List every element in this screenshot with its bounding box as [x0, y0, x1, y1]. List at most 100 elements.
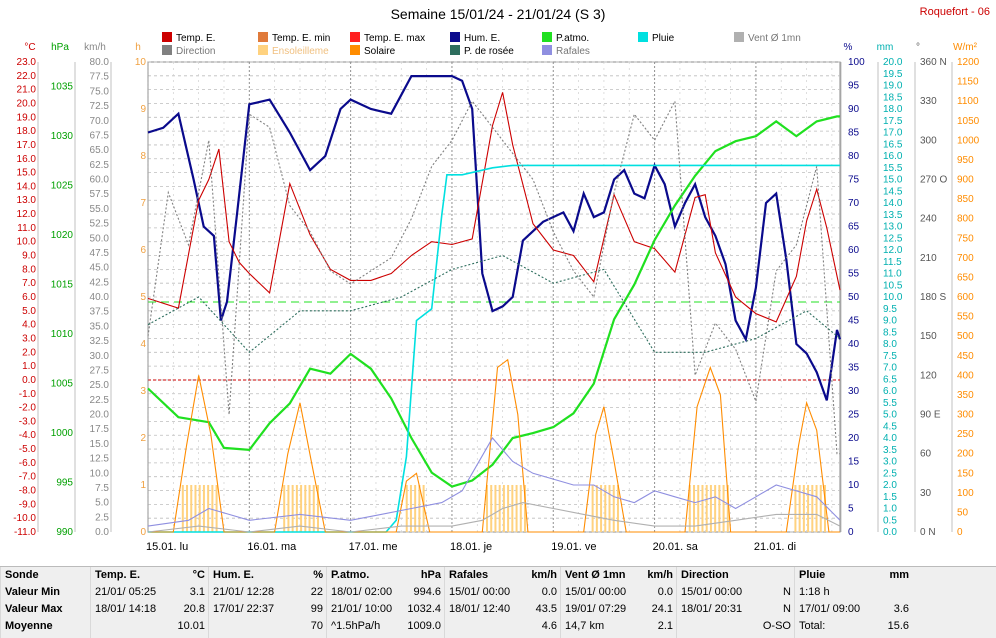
sunshine-bar — [811, 485, 814, 532]
tick-label-wind: 17.5 — [90, 424, 110, 435]
legend-label: Ensoleilleme — [272, 46, 329, 57]
legend-swatch — [450, 45, 460, 55]
tick-label-temp: 11.0 — [17, 223, 36, 234]
tick-label-hum: 30 — [848, 386, 860, 397]
sunshine-bar — [507, 485, 510, 532]
tick-label-sun: 7 — [140, 198, 146, 209]
tick-label-dir: 60 — [920, 449, 932, 460]
tick-label-rain: 11.5 — [883, 257, 902, 268]
tick-label-hum: 85 — [848, 128, 860, 139]
tick-label-solar: 350 — [957, 390, 974, 401]
summary-header: Pluie — [799, 569, 826, 581]
sunshine-bar — [198, 485, 201, 532]
tick-label-rain: 6.5 — [883, 374, 897, 385]
tick-label-rain: 7.0 — [883, 363, 897, 374]
tick-label-rain: 0.5 — [883, 515, 897, 526]
tick-label-wind: 70.0 — [90, 116, 110, 127]
tick-label-hum: 35 — [848, 363, 860, 374]
summary-row: 14,7 km 2.1 — [561, 618, 677, 635]
legend-swatch — [734, 32, 744, 42]
tick-label-rain: 18.0 — [883, 104, 903, 115]
tick-label-temp: 12.0 — [17, 209, 37, 220]
tick-label-temp: -3.0 — [19, 416, 37, 427]
summary-cell-value: O-SO — [762, 620, 791, 632]
tick-label-rain: 13.5 — [883, 210, 903, 221]
summary-row: Valeur Max — [1, 601, 91, 618]
tick-label-press: 1020 — [51, 230, 74, 241]
tick-label-rain: 0.0 — [883, 527, 897, 538]
legend-label: Direction — [176, 46, 216, 57]
legend-label: Rafales — [556, 46, 590, 57]
tick-label-hum: 5 — [848, 504, 854, 515]
summary-row: 18/01/ 12:40 43.5 — [445, 601, 561, 618]
summary-dir: Direction 15/01/ 00:00 N 18/01/ 20:31 N O-SO — [676, 567, 795, 638]
summary-cell-value: 3.6 — [893, 603, 909, 615]
x-tick-label: 18.01. je — [450, 541, 492, 553]
tick-label-rain: 12.0 — [883, 245, 903, 256]
tick-label-wind: 30.0 — [90, 351, 110, 362]
tick-label-rain: 17.5 — [883, 116, 903, 127]
summary-row: 1:18 h — [795, 584, 913, 601]
unit-label-press: hPa — [51, 42, 69, 53]
tick-label-temp: 7.0 — [22, 278, 36, 289]
tick-label-dir: 300 — [920, 135, 937, 146]
tick-label-rain: 2.0 — [883, 480, 897, 491]
tick-label-wind: 67.5 — [90, 130, 110, 141]
x-tick-label: 19.01. ve — [551, 541, 596, 553]
legend-swatch — [162, 45, 172, 55]
sunshine-bar — [524, 485, 527, 532]
sunshine-bar — [300, 485, 303, 532]
sunshine-bar — [608, 485, 611, 532]
legend-swatch — [162, 32, 172, 42]
summary-vent: Vent Ø 1mn km/h 15/01/ 00:00 0.0 19/01/ 07:2… — [560, 567, 677, 638]
summary-pluie: Pluie mm 1:18 h 17/01/ 09:00 3.6 Total: 15.6 — [794, 567, 913, 638]
summary-hum: Hum. E.% 21/01/ 12:28 22 17/01/ 22:37 99 70 — [208, 567, 327, 638]
station-name: Roquefort - 06 — [919, 6, 990, 18]
sunshine-bar — [190, 485, 193, 532]
legend-item: Pluie — [638, 32, 674, 44]
summary-row-label: Valeur Max — [5, 603, 63, 615]
chart-canvas: -11.0 -10.0 -9.0 -8.0 -7.0 -6.0 -5.0 -4.0 -3.0 -2… — [13, 42, 979, 553]
sunshine-bar — [807, 485, 810, 532]
summary-unit: hPa — [420, 569, 441, 581]
tick-label-sun: 6 — [140, 245, 146, 256]
legend-label: Vent Ø 1mn — [748, 33, 801, 44]
sunshine-bar — [287, 485, 290, 532]
unit-label-dir: ° — [916, 42, 920, 53]
sunshine-bar — [485, 485, 488, 532]
tick-label-wind: 55.0 — [90, 204, 110, 215]
tick-label-rain: 14.5 — [883, 186, 903, 197]
tick-label-dir: 360 N — [920, 57, 947, 68]
tick-label-solar: 500 — [957, 331, 974, 342]
tick-label-sun: 5 — [140, 292, 146, 303]
summary-cell-time: 17/01/ 09:00 — [799, 603, 861, 615]
sunshine-bar — [519, 485, 522, 532]
tick-label-hum: 15 — [848, 457, 860, 468]
summary-header: Vent Ø 1mn — [565, 569, 626, 581]
summary-row: Valeur Min — [1, 584, 91, 601]
tick-label-sun: 3 — [140, 386, 146, 397]
tick-label-wind: 52.5 — [90, 219, 110, 230]
tick-label-wind: 32.5 — [90, 336, 110, 347]
series-line-solaire — [148, 358, 840, 533]
tick-label-temp: 10.0 — [17, 237, 37, 248]
tick-label-solar: 600 — [957, 292, 974, 303]
tick-label-solar: 150 — [957, 468, 974, 479]
summary-cell-value: 3.1 — [189, 586, 205, 598]
tick-label-hum: 95 — [848, 81, 860, 92]
summary-cell-value: 0.0 — [541, 586, 557, 598]
tick-label-temp: 9.0 — [22, 251, 36, 262]
sunshine-bar — [693, 485, 696, 532]
tick-label-wind: 10.0 — [90, 468, 110, 479]
sunshine-bar — [612, 485, 615, 532]
tick-label-solar: 550 — [957, 312, 974, 323]
tick-label-wind: 35.0 — [90, 321, 110, 332]
sunshine-bar — [215, 485, 218, 532]
series-line-rafales — [147, 437, 841, 527]
tick-label-solar: 400 — [957, 370, 974, 381]
sunshine-bar — [511, 485, 514, 532]
tick-label-wind: 0.0 — [95, 527, 109, 538]
tick-label-press: 1025 — [51, 181, 74, 192]
sunshine-bar — [490, 485, 493, 532]
summary-unit: km/h — [647, 569, 673, 581]
